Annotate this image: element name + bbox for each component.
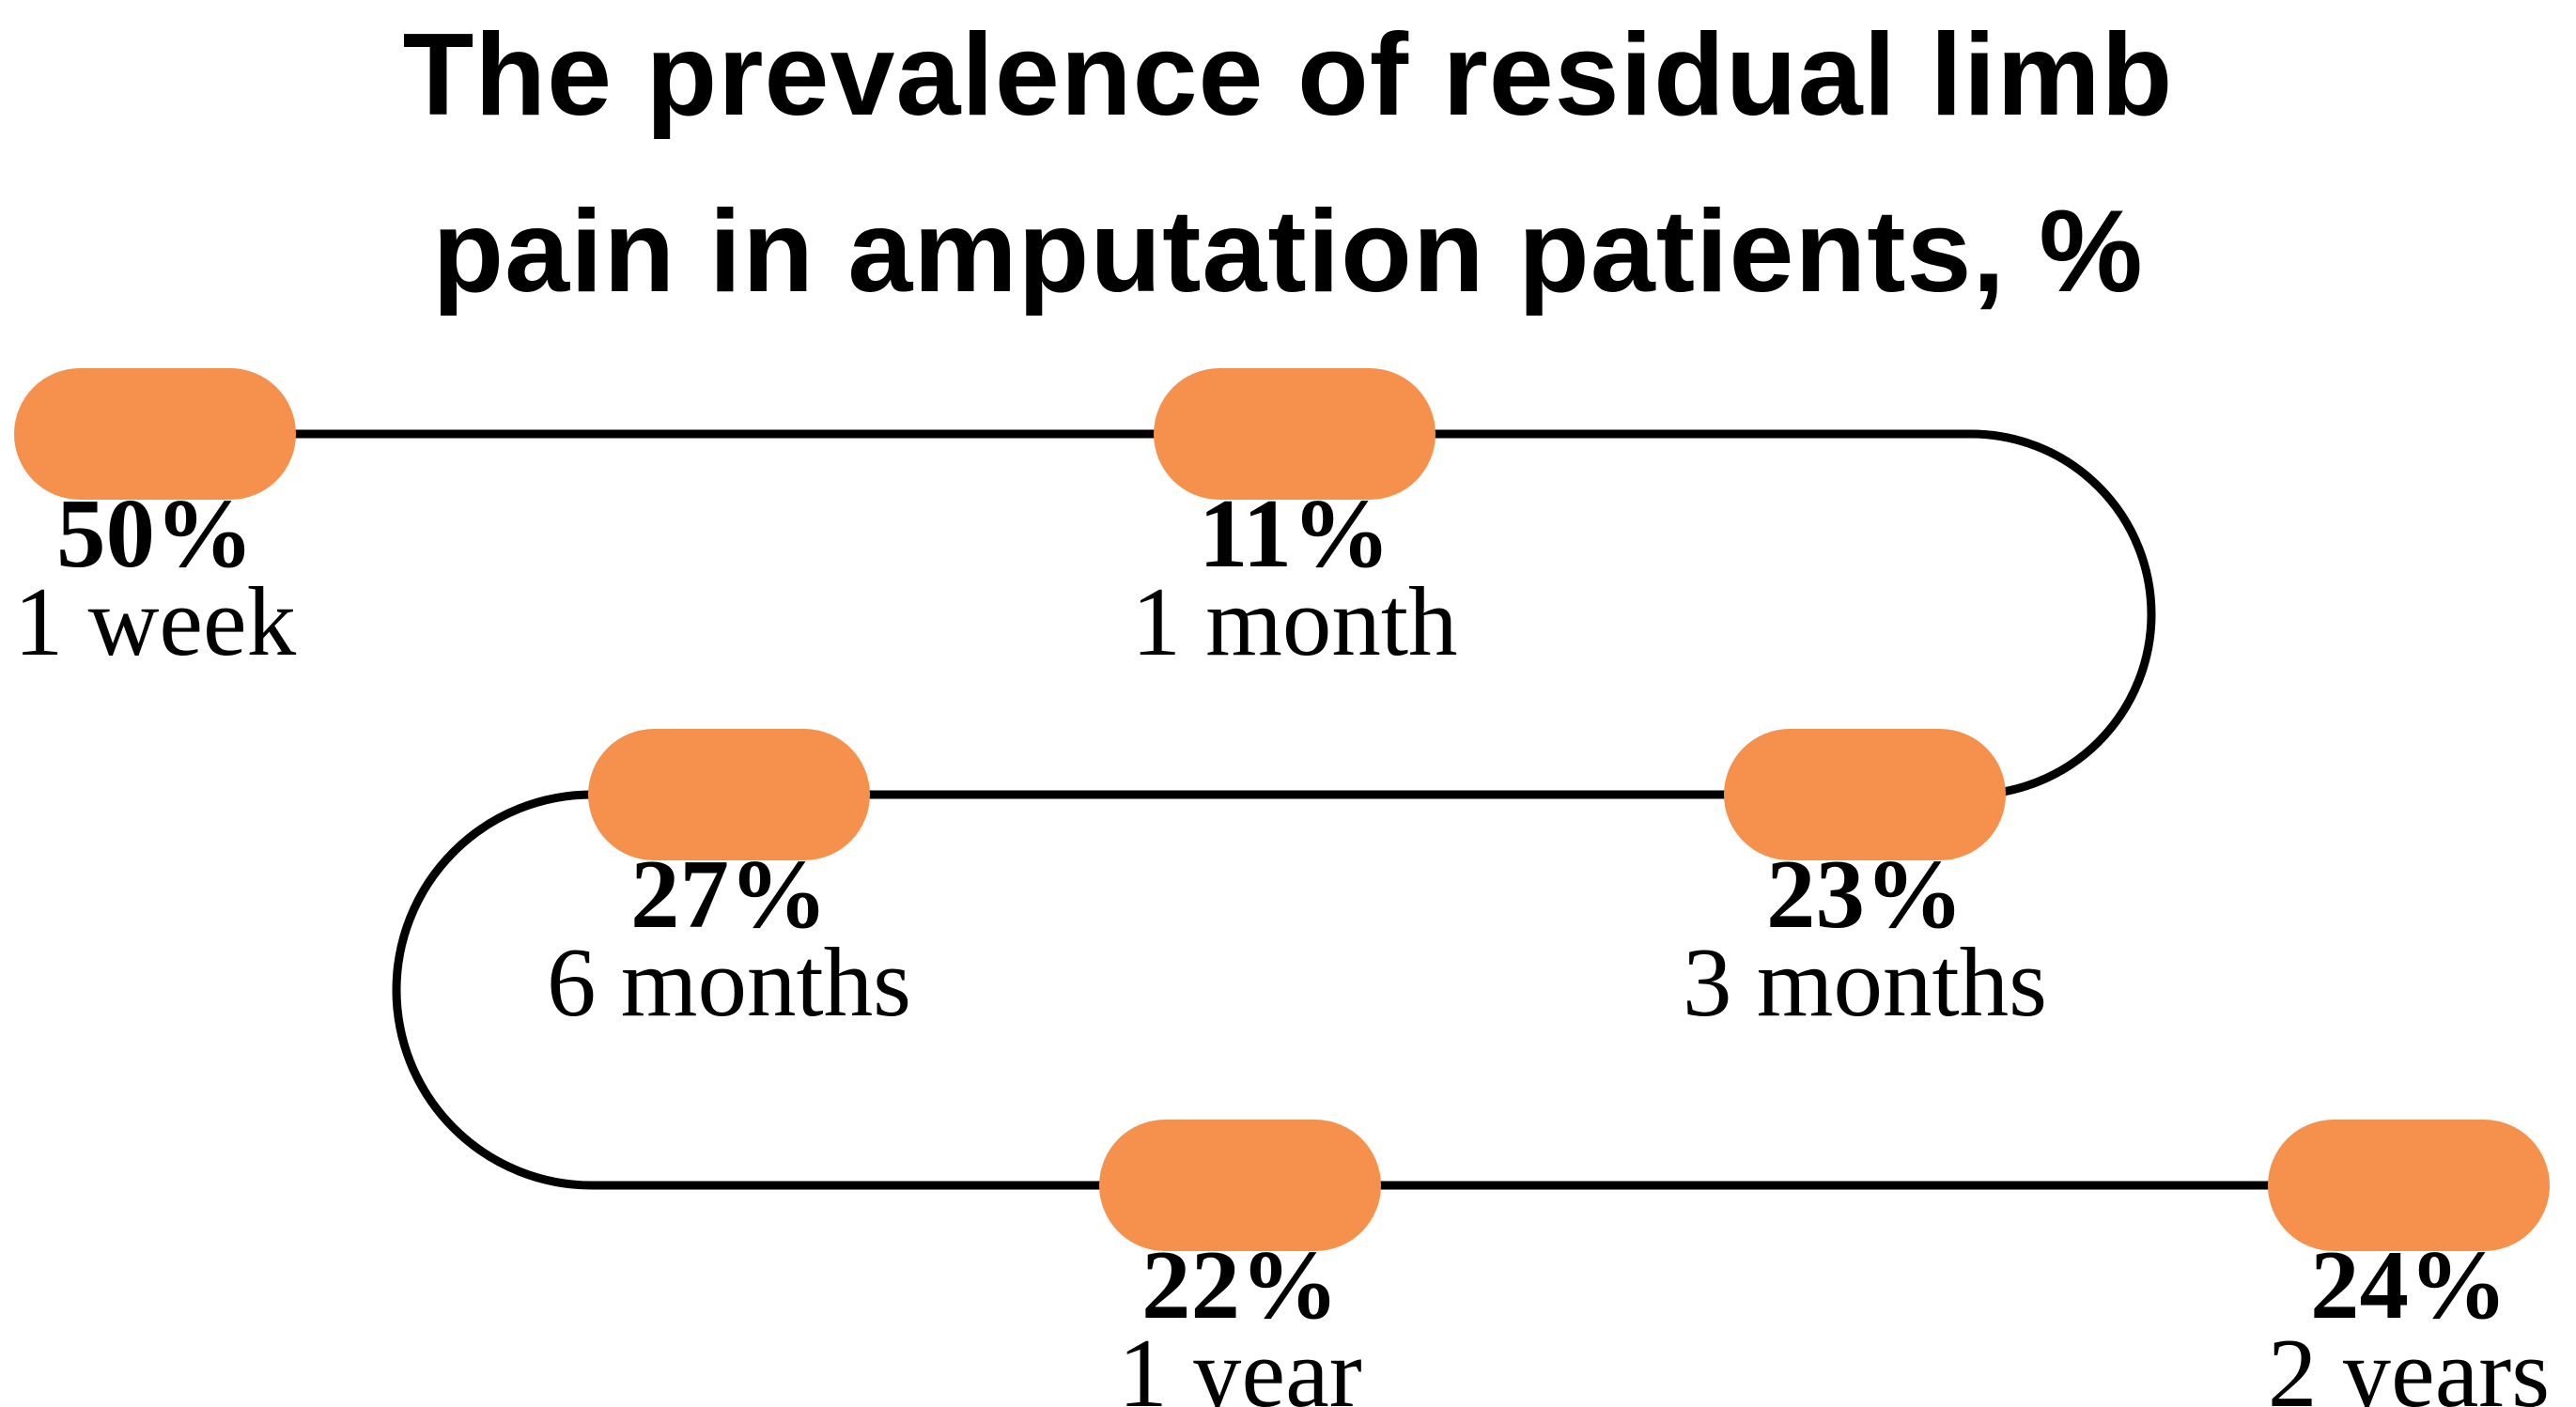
- node-time-label: 1 year: [1118, 1318, 1362, 1407]
- node-pill-marker: [1724, 729, 2006, 860]
- node-time-label: 1 week: [13, 566, 297, 676]
- timeline-node-1-year: 22% 1 year: [958, 1120, 1522, 1407]
- node-pill-marker: [2268, 1120, 2550, 1251]
- node-pill-marker: [588, 729, 870, 860]
- figure-title: The prevalence of residual limb pain in …: [0, 0, 2576, 340]
- node-value-label: 50%: [56, 478, 254, 588]
- timeline-node-1-week: 50% 1 week: [0, 368, 437, 716]
- node-pill-marker: [1154, 368, 1435, 500]
- node-time-label: 3 months: [1683, 927, 2047, 1037]
- node-value-label: 27%: [630, 839, 828, 949]
- node-time-label: 2 years: [2267, 1318, 2551, 1407]
- timeline-node-6-months: 27% 6 months: [447, 729, 1011, 1076]
- node-pill-marker: [1099, 1120, 1381, 1251]
- timeline-node-2-years: 24% 2 years: [2127, 1120, 2576, 1407]
- node-time-label: 6 months: [547, 927, 911, 1037]
- timeline-node-3-months: 23% 3 months: [1583, 729, 2147, 1076]
- node-time-label: 1 month: [1131, 566, 1458, 676]
- node-value-label: 11%: [1198, 478, 1391, 588]
- node-pill-marker: [14, 368, 296, 500]
- node-value-label: 23%: [1766, 839, 1963, 949]
- figure-title-line-1: The prevalence of residual limb: [402, 10, 2174, 140]
- timeline-node-1-month: 11% 1 month: [1013, 368, 1576, 716]
- node-value-label: 24%: [2310, 1229, 2507, 1339]
- figure-title-line-2: pain in amputation patients, %: [432, 187, 2144, 317]
- node-value-label: 22%: [1141, 1229, 1339, 1339]
